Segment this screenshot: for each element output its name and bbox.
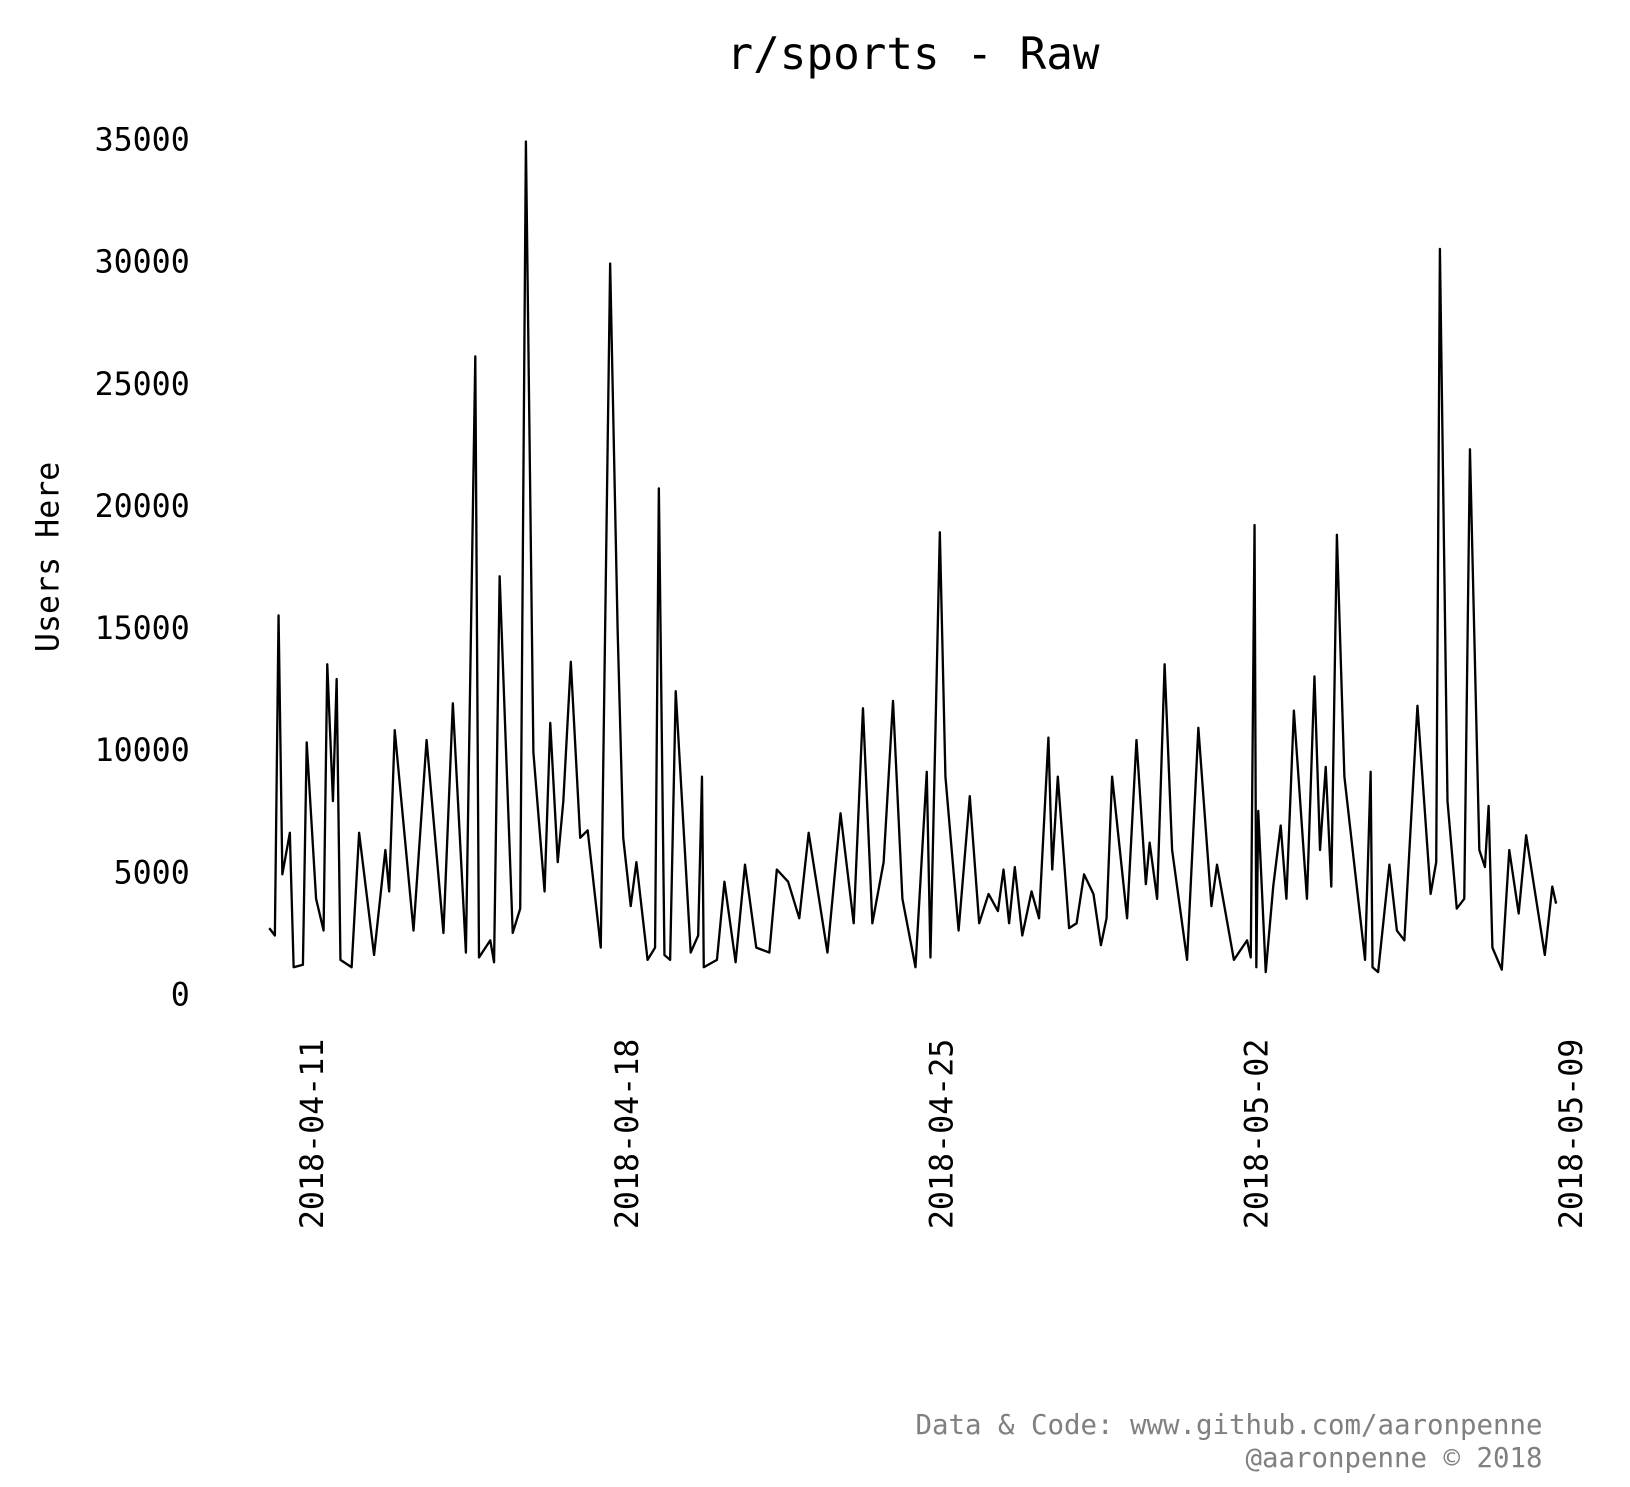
- y-tick-label: 30000: [95, 245, 190, 281]
- y-tick-label: 5000: [114, 855, 190, 891]
- y-axis-label: Users Here: [31, 462, 67, 652]
- x-tick-label: 2018-05-09: [1554, 1039, 1590, 1229]
- footer-note: @aaronpenne © 2018: [1245, 1443, 1542, 1474]
- y-tick-label: 35000: [95, 122, 190, 158]
- data-line: [268, 140, 1558, 974]
- x-tick-label: 2018-04-18: [610, 1039, 646, 1229]
- y-tick-label: 0: [171, 978, 190, 1014]
- y-tick-label: 10000: [95, 733, 190, 769]
- footer-note: Data & Code: www.github.com/aaronpenne: [915, 1410, 1542, 1441]
- x-tick-label: 2018-04-11: [295, 1039, 331, 1229]
- x-tick-label: 2018-05-02: [1239, 1039, 1275, 1229]
- chart-title: r/sports - Raw: [726, 29, 1099, 80]
- y-tick-label: 15000: [95, 611, 190, 647]
- y-tick-label: 25000: [95, 367, 190, 403]
- y-tick-label: 20000: [95, 489, 190, 525]
- x-tick-label: 2018-04-25: [925, 1039, 961, 1229]
